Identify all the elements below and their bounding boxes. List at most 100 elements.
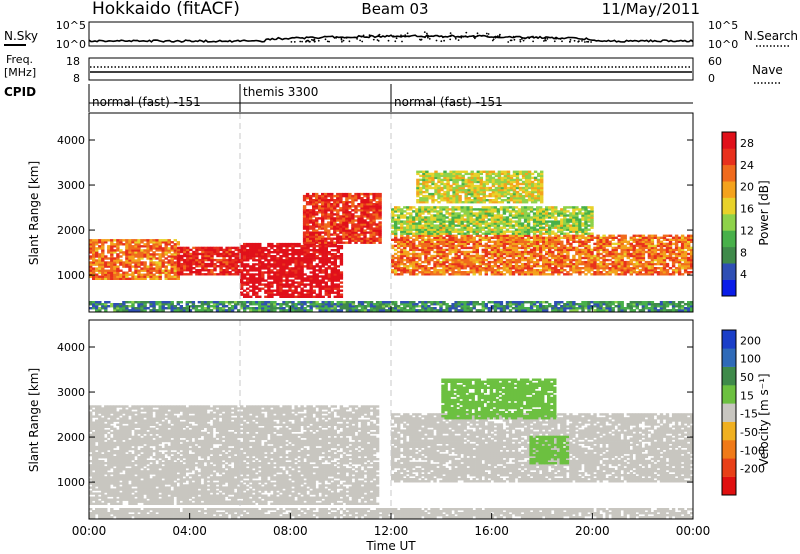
heatmap-cell [475,267,479,270]
heatmap-cell [339,289,344,292]
heatmap-cell [201,250,205,254]
nsky-tick-top: 10^5 [56,19,86,32]
heatmap-cell [617,260,621,264]
heatmap-cell [92,245,96,248]
heatmap-cell [312,239,316,242]
heatmap-cell [421,226,425,229]
heatmap-cell [330,197,334,200]
heatmap-cell [587,236,591,239]
heatmap-cell [563,250,567,254]
heatmap-cell [439,214,443,217]
heatmap-cell [324,267,328,270]
heatmap-cell [312,211,316,214]
heatmap-cell [526,220,531,223]
heatmap-cell [632,258,636,262]
heatmap-cell [143,273,147,276]
heatmap-cell [523,248,528,252]
heatmap-cell [104,255,108,258]
heatmap-cell [315,281,319,284]
heatmap-cell [98,271,102,274]
heatmap-cell [442,236,446,239]
heatmap-cell [92,257,96,260]
heatmap-cell [482,190,486,194]
heatmap-cell [339,221,343,224]
heatmap-cell [246,255,250,258]
heatmap-cell [635,267,639,270]
heatmap-cell [440,194,444,198]
heatmap-cell [336,273,340,276]
heatmap-cell [484,226,488,229]
heatmap-cell [345,225,349,228]
heatmap-cell [237,246,241,250]
nsearch-dot [400,34,402,37]
heatmap-cell [551,210,555,213]
heatmap-cell [665,254,670,258]
heatmap-cell [452,194,456,198]
heatmap-cell [478,244,482,248]
heatmap-cell [632,248,636,252]
heatmap-cell [348,194,352,198]
heatmap-cell [442,232,446,235]
heatmap-cell [149,249,153,252]
heatmap-cell [309,295,313,298]
heatmap-cell [339,241,343,244]
heatmap-cell [155,263,159,266]
heatmap-cell [357,217,361,220]
heatmap-cell [641,262,646,266]
heatmap-cell [493,222,498,225]
heatmap-cell [551,220,555,223]
heatmap-cell [502,230,507,233]
heatmap-cell [95,251,99,254]
heatmap-cell [339,223,343,226]
heatmap-cell [614,248,618,252]
heatmap-cell [433,269,437,272]
nsearch-dot [312,39,315,42]
heatmap-cell [451,269,455,272]
heatmap-cell [397,208,401,211]
heatmap-cell [173,247,177,250]
heatmap-cell [521,194,526,198]
heatmap-cell [252,279,256,282]
heatmap-cell [488,178,492,182]
heatmap-cell [443,192,447,196]
heatmap-cell [339,201,343,204]
heatmap-cell [400,248,404,252]
heatmap-cell [460,210,464,213]
heatmap-cell [487,262,491,266]
heatmap-cell [529,258,534,262]
heatmap-cell [460,220,464,223]
heatmap-cell [394,269,398,272]
heatmap-cell [134,275,138,278]
heatmap-cell [511,258,516,262]
heatmap-cell [128,263,132,266]
heatmap-cell [455,174,459,178]
heatmap-cell [137,263,141,266]
heatmap-cell [173,269,177,272]
heatmap-cell [484,248,488,252]
heatmap-cell [267,273,271,276]
freq-tick-top: 18 [66,55,80,68]
heatmap-cell [479,180,483,184]
heatmap-cell [659,254,664,258]
heatmap-cell [189,260,193,264]
heatmap-cell [687,260,691,264]
heatmap-cell [677,262,682,266]
heatmap-cell [431,197,435,200]
heatmap-cell [321,279,325,282]
heatmap-cell [276,271,280,274]
heatmap-cell [644,269,649,272]
heatmap-cell [357,223,361,226]
heatmap-cell [493,271,498,274]
heatmap-cell [324,233,328,236]
heatmap-cell [363,231,367,234]
heatmap-cell [140,257,144,260]
heatmap-cell [324,215,328,218]
heatmap-cell [276,283,280,286]
heatmap-cell [508,222,513,225]
heatmap-cell [375,207,379,210]
heatmap-cell [240,285,244,288]
heatmap-cell [164,265,168,268]
heatmap-cell [243,246,247,250]
heatmap-cell [506,176,511,180]
heatmap-cell [312,291,316,294]
